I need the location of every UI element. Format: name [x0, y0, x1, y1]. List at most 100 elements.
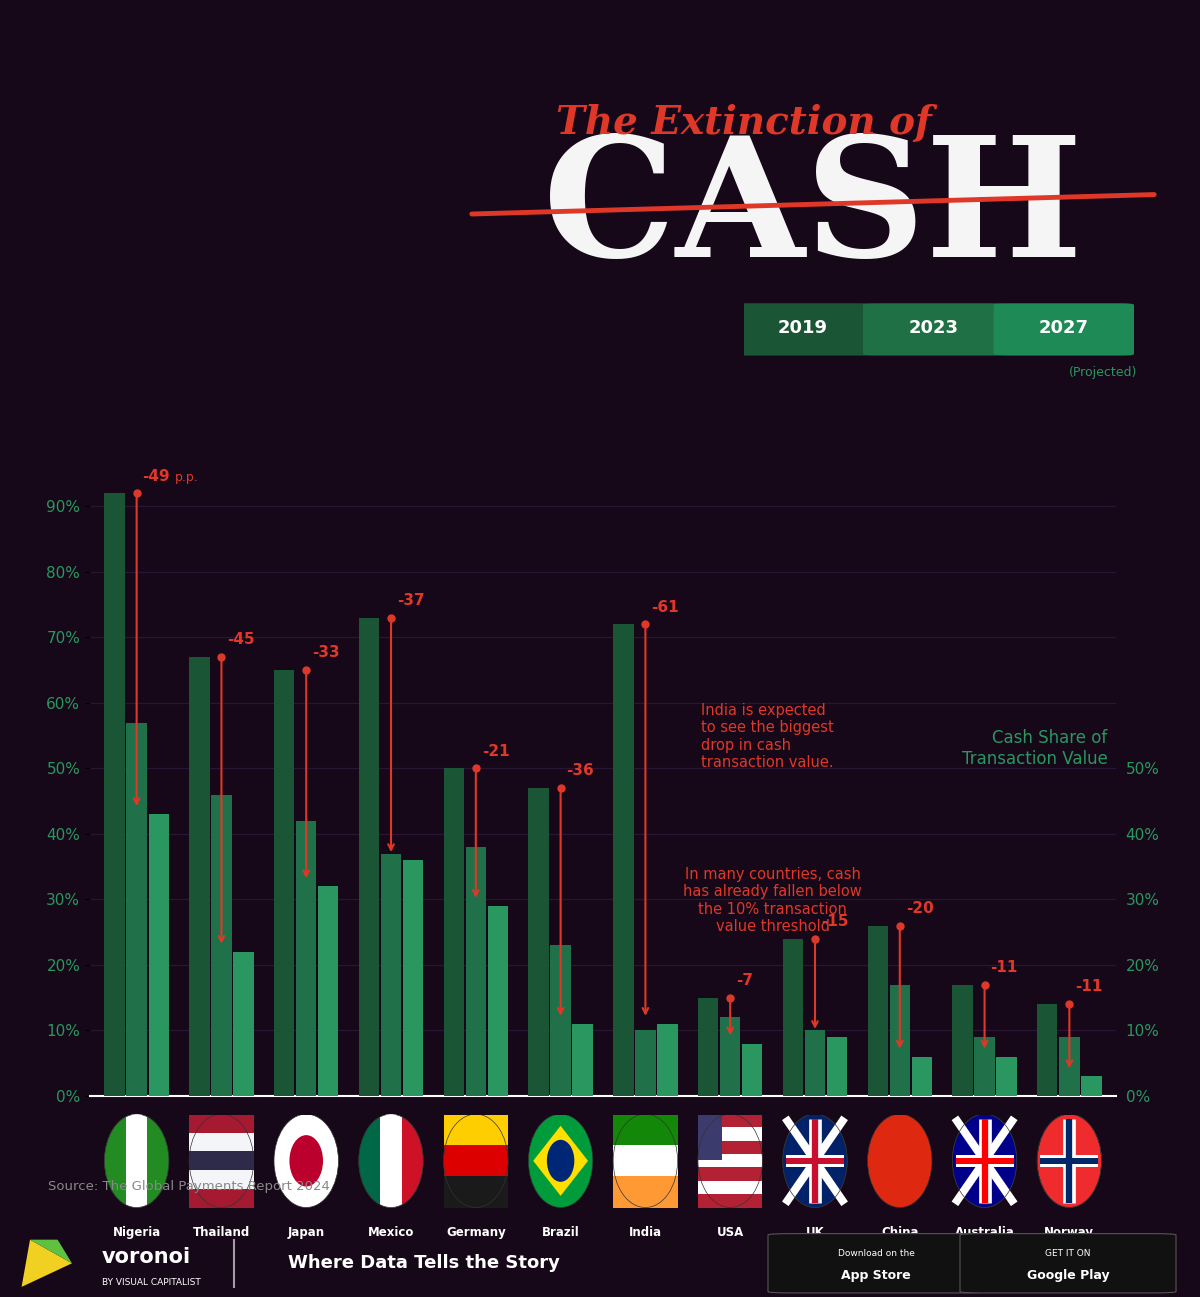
Text: -61: -61	[652, 599, 679, 615]
Bar	[698, 1154, 762, 1167]
Text: (Projected): (Projected)	[1069, 366, 1138, 379]
Bar	[1081, 1077, 1102, 1096]
Text: CASH: CASH	[544, 130, 1082, 292]
Text: 2027: 2027	[1039, 319, 1088, 337]
Bar	[1060, 1038, 1080, 1096]
Text: -20: -20	[906, 901, 934, 916]
Text: Norway: Norway	[1044, 1226, 1094, 1239]
Bar	[403, 860, 424, 1096]
Bar	[444, 768, 464, 1096]
Bar	[635, 1030, 655, 1096]
Ellipse shape	[190, 1114, 253, 1208]
Bar	[953, 984, 973, 1096]
Bar	[444, 1114, 508, 1145]
Bar	[996, 1057, 1016, 1096]
Bar	[572, 1023, 593, 1096]
Ellipse shape	[444, 1114, 508, 1208]
Bar	[380, 1114, 402, 1208]
Ellipse shape	[698, 1114, 762, 1208]
Text: India is expected
to see the biggest
drop in cash
transaction value.: India is expected to see the biggest dro…	[701, 703, 833, 770]
FancyBboxPatch shape	[994, 303, 1134, 355]
Text: -37: -37	[397, 593, 425, 608]
Text: p.p.: p.p.	[175, 471, 198, 484]
Bar	[380, 853, 401, 1096]
Text: Nigeria: Nigeria	[113, 1226, 161, 1239]
Text: -33: -33	[312, 646, 340, 660]
Text: App Store: App Store	[841, 1268, 911, 1281]
Text: UK: UK	[805, 1226, 824, 1239]
Text: -45: -45	[227, 633, 254, 647]
Polygon shape	[533, 1126, 588, 1196]
Text: Thailand: Thailand	[193, 1226, 250, 1239]
Bar	[190, 1170, 253, 1189]
Text: Cash Share of
Transaction Value: Cash Share of Transaction Value	[961, 729, 1108, 768]
Bar	[613, 1145, 678, 1176]
Text: -11: -11	[1075, 979, 1103, 995]
Bar	[274, 671, 294, 1096]
Text: -7: -7	[736, 973, 754, 988]
Ellipse shape	[613, 1114, 678, 1208]
Text: The Extinction of: The Extinction of	[556, 104, 932, 143]
Bar	[233, 952, 253, 1096]
Circle shape	[547, 1140, 575, 1182]
Polygon shape	[22, 1240, 72, 1287]
Bar	[868, 926, 888, 1096]
Text: -21: -21	[481, 743, 509, 759]
Text: Google Play: Google Play	[1027, 1268, 1109, 1281]
Bar	[402, 1114, 424, 1208]
Bar	[613, 1176, 678, 1208]
FancyBboxPatch shape	[768, 1233, 984, 1293]
Text: GET IT ON: GET IT ON	[1045, 1249, 1091, 1258]
Bar	[318, 886, 338, 1096]
Bar	[974, 1038, 995, 1096]
Bar	[126, 722, 146, 1096]
Bar	[805, 1030, 826, 1096]
Bar	[912, 1057, 932, 1096]
Bar	[466, 847, 486, 1096]
Ellipse shape	[868, 1114, 932, 1208]
Bar	[126, 1114, 148, 1208]
Bar	[444, 1176, 508, 1208]
Bar	[296, 821, 317, 1096]
Text: USA: USA	[716, 1226, 744, 1239]
Text: Where Data Tells the Story: Where Data Tells the Story	[288, 1254, 560, 1272]
Text: 2019: 2019	[778, 319, 828, 337]
Ellipse shape	[274, 1114, 338, 1208]
Text: 2023: 2023	[908, 319, 958, 337]
Ellipse shape	[528, 1114, 593, 1208]
Bar	[827, 1038, 847, 1096]
Ellipse shape	[104, 1114, 169, 1208]
Text: Mexico: Mexico	[368, 1226, 414, 1239]
Bar	[782, 939, 803, 1096]
Bar	[190, 658, 210, 1096]
FancyBboxPatch shape	[732, 303, 872, 355]
Bar	[190, 1114, 253, 1132]
Text: -15: -15	[821, 914, 848, 929]
Text: Download on the: Download on the	[838, 1249, 914, 1258]
Text: Germany: Germany	[446, 1226, 505, 1239]
Bar	[613, 1114, 678, 1145]
Bar	[698, 1180, 762, 1195]
Bar	[148, 1114, 169, 1208]
Bar	[444, 1145, 508, 1176]
Bar	[104, 1114, 126, 1208]
Bar	[551, 946, 571, 1096]
Bar	[190, 1189, 253, 1208]
Text: Japan: Japan	[288, 1226, 325, 1239]
Bar	[720, 1017, 740, 1096]
Text: China: China	[881, 1226, 918, 1239]
Bar	[190, 1152, 253, 1170]
Ellipse shape	[953, 1114, 1016, 1208]
Bar	[742, 1044, 762, 1096]
Bar	[889, 984, 910, 1096]
Bar	[698, 1127, 762, 1141]
Bar	[104, 493, 125, 1096]
Text: In many countries, cash
has already fallen below
the 10% transaction
value thres: In many countries, cash has already fall…	[683, 866, 862, 934]
FancyBboxPatch shape	[863, 303, 1003, 355]
Bar	[528, 789, 548, 1096]
Ellipse shape	[359, 1114, 424, 1208]
Bar	[698, 1141, 762, 1154]
Bar	[487, 907, 508, 1096]
Bar	[698, 997, 719, 1096]
Text: -36: -36	[566, 764, 594, 778]
